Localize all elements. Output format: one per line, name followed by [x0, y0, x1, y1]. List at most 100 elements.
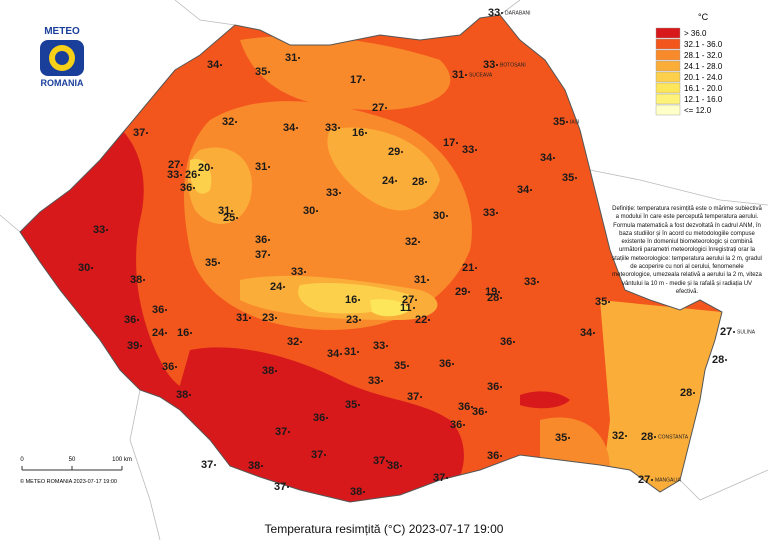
station-value: 16 [345, 294, 357, 306]
station-value: 32 [612, 430, 624, 442]
scale-label: 100 km [112, 457, 132, 463]
station-dot [400, 465, 402, 467]
logo-ring [55, 51, 69, 65]
station-value: 35 [595, 296, 607, 308]
station-value: 37 [274, 481, 286, 493]
temperature-zone [189, 159, 212, 194]
station-dot [283, 286, 285, 288]
station-value: 33 [483, 59, 495, 71]
station-dot [418, 241, 420, 243]
station-value: 36 [450, 419, 462, 431]
legend-title: °C [698, 12, 709, 22]
station-value: 26 [185, 169, 197, 181]
station-dot [275, 370, 277, 372]
station-dot [180, 174, 182, 176]
station-value: 33 [167, 169, 179, 181]
station-dot [358, 404, 360, 406]
station-value: 24 [382, 175, 395, 187]
station-value: 23 [346, 314, 358, 326]
station-value: 24 [152, 327, 165, 339]
station-dot [401, 151, 403, 153]
station-dot [198, 174, 200, 176]
station-value: 16 [177, 327, 189, 339]
station-dot [324, 454, 326, 456]
caption: Temperatura resimțită (°C) 2023-07-17 19… [264, 522, 504, 536]
station-value: 32 [222, 116, 234, 128]
station-value: 35 [345, 399, 357, 411]
border [174, 0, 236, 26]
station-value: 32 [405, 236, 417, 248]
station-dot [268, 254, 270, 256]
station-value: 38 [176, 389, 188, 401]
station-dot [268, 71, 270, 73]
station-dot [654, 436, 656, 438]
station-dot [340, 353, 342, 355]
station-dot [651, 479, 653, 481]
station-dot [395, 180, 397, 182]
station-dot [268, 166, 270, 168]
station-value: 20 [198, 162, 210, 174]
station-value: 36 [162, 361, 174, 373]
legend-swatch [655, 82, 681, 94]
station-value: 34 [517, 184, 530, 196]
station-value: 36 [487, 381, 499, 393]
temperature-zone [240, 36, 451, 110]
station-value: 36 [487, 450, 499, 462]
station-value: 28 [680, 387, 692, 399]
border [499, 0, 521, 16]
station-dot [288, 431, 290, 433]
definition-note: Definiție: temperatura resimțită este o … [612, 206, 762, 295]
station-dot [381, 380, 383, 382]
station-value: 33 [373, 340, 385, 352]
station-value: 33 [368, 375, 380, 387]
station-dot [733, 331, 735, 333]
station-dot [420, 396, 422, 398]
station-dot [530, 189, 532, 191]
station-value: 34 [207, 59, 220, 71]
station-value: 27 [168, 159, 180, 171]
station-dot [468, 291, 470, 293]
station-value: 27 [402, 294, 414, 306]
station-dot [214, 464, 216, 466]
station-dot [428, 319, 430, 321]
station-dot [498, 291, 500, 293]
station-value: 23 [262, 312, 274, 324]
credit: © METEO ROMANIA 2023-07-17 19:00 [20, 478, 117, 485]
station-name: MANGALIA [655, 477, 682, 483]
station-value: 33 [483, 207, 495, 219]
station-value: 36 [152, 304, 164, 316]
legend-swatch [655, 93, 681, 105]
legend-swatch [655, 71, 681, 83]
station-value: 37 [433, 472, 445, 484]
station-dot [446, 215, 448, 217]
station-value: 31 [452, 69, 464, 81]
station-value: 31 [236, 312, 248, 324]
station-dot [553, 157, 555, 159]
logo-top: METEO [44, 26, 80, 37]
legend-label: > 36.0 [684, 29, 707, 38]
station-value: 34 [580, 327, 593, 339]
station-name: IASI [570, 119, 579, 125]
station-dot [465, 74, 467, 76]
station-dot [300, 341, 302, 343]
station-dot [568, 437, 570, 439]
legend-label: 24.1 - 28.0 [684, 62, 723, 71]
station-dot [91, 267, 93, 269]
station-value: 36 [472, 406, 484, 418]
station-value: 28 [487, 292, 499, 304]
station-dot [693, 392, 695, 394]
station-dot [326, 417, 328, 419]
station-value: 28 [712, 354, 724, 366]
station-value: 33 [93, 224, 105, 236]
station-dot [175, 366, 177, 368]
station-dot [261, 465, 263, 467]
station-value: 37 [201, 459, 213, 471]
station-dot [500, 455, 502, 457]
station-dot [338, 127, 340, 129]
station-dot [500, 386, 502, 388]
station-dot [190, 332, 192, 334]
station-value: 31 [344, 346, 356, 358]
station-value: 34 [283, 122, 296, 134]
scale-label: 0 [20, 457, 24, 463]
